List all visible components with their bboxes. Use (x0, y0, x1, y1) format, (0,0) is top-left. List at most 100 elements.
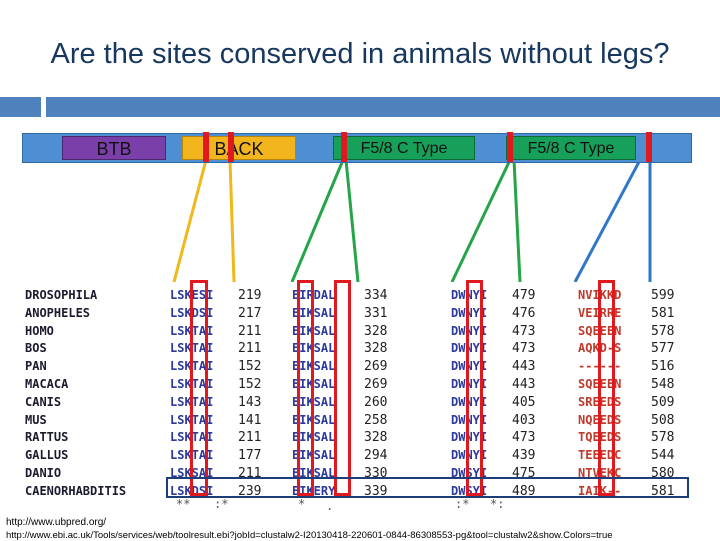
f1-connector-line-2 (344, 159, 360, 283)
site-marker-5 (646, 132, 652, 162)
consensus-6: *: (490, 497, 505, 511)
position-number-3: 405 (512, 395, 536, 410)
f2-connector-line-1 (450, 159, 512, 283)
domain-btb: BTB (62, 136, 166, 160)
species-name: DROSOPHILA (25, 288, 98, 302)
end-connector-line-1 (573, 159, 642, 283)
conserved-site-box-3 (334, 280, 351, 496)
sequence-block-3: DWNYI (451, 413, 488, 427)
position-number-3: 443 (512, 359, 536, 374)
position-number-2: 294 (364, 448, 388, 463)
accent-bar-right (46, 97, 720, 117)
f2-connector-line-2 (512, 159, 522, 283)
sequence-block-3: DWNYI (451, 341, 488, 355)
sequence-block-3: DWNYI (451, 359, 488, 373)
back-connector-line-2 (228, 159, 236, 283)
consensus-2: :* (214, 497, 229, 511)
position-number-3: 439 (512, 448, 536, 463)
domain-f58c-1: F5/8 C Type (333, 136, 475, 160)
position-number-4: 581 (651, 484, 675, 499)
site-marker-4 (507, 132, 513, 162)
species-name: CANIS (25, 395, 62, 409)
position-number-1: 143 (238, 395, 262, 410)
position-number-1: 211 (238, 430, 262, 445)
accent-bar-gap (41, 97, 46, 117)
position-number-3: 473 (512, 324, 536, 339)
position-number-2: 328 (364, 341, 388, 356)
position-number-1: 141 (238, 413, 262, 428)
species-name: HOMO (25, 324, 54, 338)
species-name: GALLUS (25, 448, 69, 462)
position-number-1: 177 (238, 448, 262, 463)
species-name: PAN (25, 359, 47, 373)
alignment-panel (22, 282, 694, 500)
position-number-4: 578 (651, 430, 675, 445)
position-number-1: 211 (238, 324, 262, 339)
position-number-4: 544 (651, 448, 675, 463)
position-number-2: 334 (364, 288, 388, 303)
conserved-site-box-5 (598, 280, 615, 496)
sequence-block-3: DWNYI (451, 306, 488, 320)
position-number-4: 548 (651, 377, 675, 392)
source-link-ubpred[interactable]: http://www.ubpred.org/ (6, 517, 107, 528)
f1-connector-line-1 (290, 159, 345, 283)
species-name: CAENORHABDITIS (25, 484, 127, 498)
consensus-3: * (298, 497, 306, 511)
species-name: MACACA (25, 377, 69, 391)
position-number-1: 152 (238, 359, 262, 374)
species-name: MUS (25, 413, 47, 427)
position-number-2: 328 (364, 430, 388, 445)
position-number-2: 328 (364, 324, 388, 339)
species-name: ANOPHELES (25, 306, 91, 320)
sequence-block-3: DWNYI (451, 430, 488, 444)
position-number-1: 239 (238, 484, 262, 499)
sequence-block-3: DWNYI (451, 288, 488, 302)
accent-bar-left (0, 97, 41, 117)
sequence-block-3: DWNYI (451, 324, 488, 338)
position-number-2: 269 (364, 359, 388, 374)
consensus-1: ** (176, 497, 191, 511)
species-name: BOS (25, 341, 47, 355)
site-marker-3 (341, 132, 347, 162)
consensus-4: . (326, 499, 334, 513)
sequence-block-3: DWNYI (451, 448, 488, 462)
species-name: DANIO (25, 466, 62, 480)
position-number-3: 403 (512, 413, 536, 428)
position-number-4: 581 (651, 306, 675, 321)
conserved-site-box-1 (190, 280, 208, 496)
position-number-1: 152 (238, 377, 262, 392)
conserved-site-box-4 (466, 280, 483, 496)
species-name: RATTUS (25, 430, 69, 444)
domain-f58c-2: F5/8 C Type (506, 136, 636, 160)
position-number-4: 599 (651, 288, 675, 303)
position-number-2: 269 (364, 377, 388, 392)
sequence-block-3: DWSYI (451, 466, 488, 480)
position-number-2: 260 (364, 395, 388, 410)
position-number-3: 473 (512, 341, 536, 356)
caenorhabditis-highlight-box (166, 477, 689, 498)
position-number-2: 331 (364, 306, 388, 321)
site-marker-1 (203, 132, 209, 162)
position-number-4: 516 (651, 359, 675, 374)
sequence-block-3: DWNYI (451, 377, 488, 391)
sequence-block-3: DWNYI (451, 395, 488, 409)
position-number-3: 489 (512, 484, 536, 499)
position-number-2: 339 (364, 484, 388, 499)
position-number-3: 479 (512, 288, 536, 303)
back-connector-line-1 (172, 159, 208, 283)
position-number-1: 217 (238, 306, 262, 321)
position-number-4: 509 (651, 395, 675, 410)
site-marker-2 (228, 132, 234, 162)
conserved-site-box-2 (297, 280, 314, 496)
position-number-3: 476 (512, 306, 536, 321)
slide-title: Are the sites conserved in animals witho… (50, 38, 670, 70)
position-number-4: 577 (651, 341, 675, 356)
position-number-1: 219 (238, 288, 262, 303)
position-number-4: 508 (651, 413, 675, 428)
position-number-1: 211 (238, 341, 262, 356)
position-number-2: 258 (364, 413, 388, 428)
domain-back: BACK (182, 136, 296, 160)
position-number-4: 578 (651, 324, 675, 339)
source-link-ebi[interactable]: http://www.ebi.ac.uk/Tools/services/web/… (6, 530, 613, 541)
